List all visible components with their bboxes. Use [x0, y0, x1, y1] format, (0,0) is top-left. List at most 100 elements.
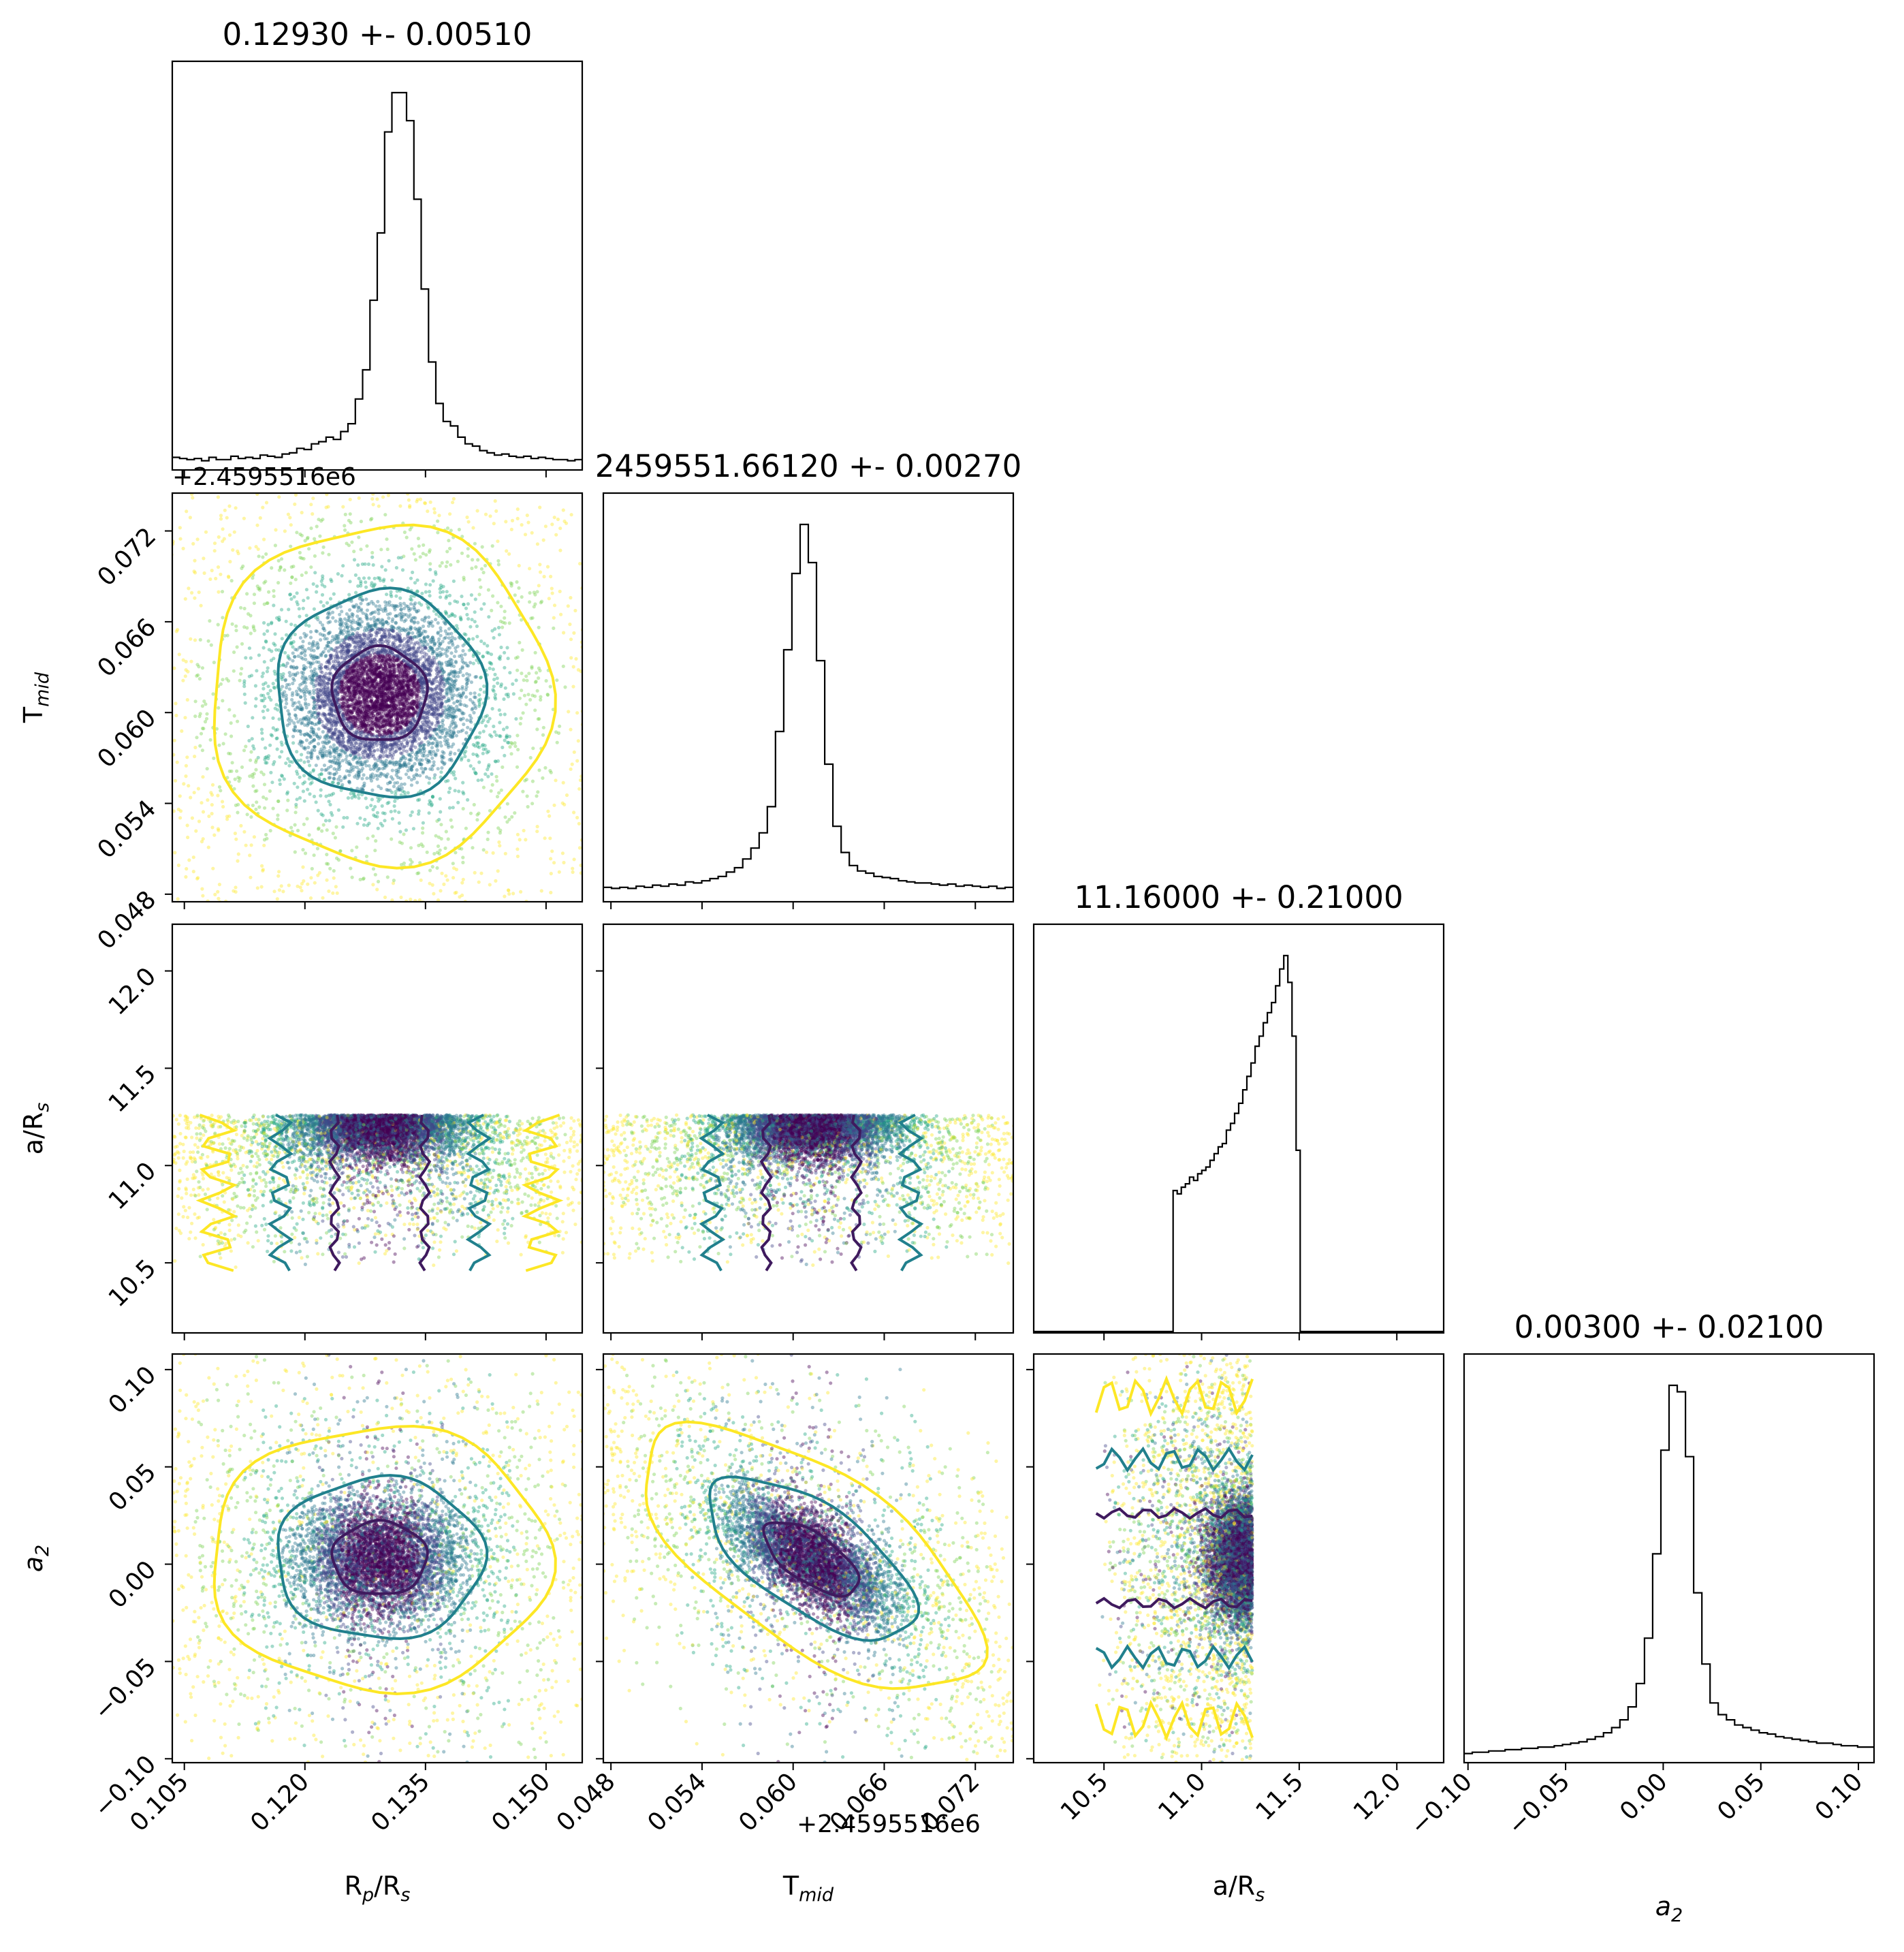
sample-point [264, 833, 268, 836]
sample-point [460, 710, 464, 714]
sample-point [454, 715, 458, 719]
sample-point [477, 704, 481, 708]
sample-point [515, 580, 518, 584]
sample-point [234, 394, 238, 398]
sample-point [433, 511, 437, 514]
sample-point [355, 614, 359, 618]
sample-point [189, 432, 193, 436]
sample-point [420, 766, 424, 770]
sample-point [212, 834, 216, 837]
sample-point [261, 738, 264, 741]
sample-point [421, 689, 424, 693]
sample-point [332, 593, 336, 596]
sample-point [473, 542, 477, 546]
panel-0-0: 0.12930 +- 0.00510 [172, 16, 582, 477]
sample-point [121, 716, 125, 719]
sample-point [400, 783, 403, 786]
sample-point [304, 635, 307, 638]
sample-point [492, 667, 495, 671]
sample-point [447, 627, 451, 631]
sample-point [200, 604, 203, 608]
sample-point [319, 772, 323, 776]
sample-point [197, 971, 200, 974]
sample-point [721, 754, 725, 757]
sample-point [348, 580, 351, 583]
sample-point [418, 1102, 422, 1105]
sample-point [248, 546, 251, 550]
sample-point [347, 593, 351, 597]
sample-point [491, 966, 494, 969]
sample-point [488, 473, 492, 477]
sample-point [339, 456, 343, 459]
sample-point [488, 717, 492, 721]
sample-point [246, 1025, 249, 1028]
sample-point [177, 864, 180, 867]
sample-point [198, 744, 202, 748]
sample-point [656, 637, 660, 641]
sample-point [538, 505, 541, 509]
sample-point [454, 650, 458, 653]
sample-point [632, 535, 635, 539]
sample-point [293, 782, 296, 785]
sample-point [483, 642, 486, 645]
sample-point [251, 737, 254, 740]
sample-point [746, 637, 750, 641]
sample-point [409, 577, 413, 580]
sample-point [245, 592, 249, 595]
sample-point [353, 558, 356, 561]
sample-point [217, 495, 220, 499]
sample-point [138, 415, 142, 419]
sample-point [272, 595, 276, 598]
sample-point [449, 940, 453, 943]
sample-point [377, 505, 381, 508]
sample-point [405, 489, 409, 492]
sample-point [477, 761, 481, 764]
sample-point [554, 533, 558, 537]
sample-point [439, 741, 442, 744]
sample-point [482, 848, 486, 851]
sample-point [356, 1055, 360, 1058]
sample-point [431, 865, 434, 868]
sample-point [442, 883, 445, 886]
sample-point [417, 737, 421, 740]
sample-point [263, 705, 266, 708]
sample-point [577, 787, 581, 791]
sample-point [391, 769, 394, 772]
sample-point [181, 679, 185, 682]
sample-point [474, 565, 477, 569]
sample-point [541, 482, 544, 485]
sample-point [596, 1052, 599, 1056]
sample-point [201, 666, 204, 670]
sample-point [448, 512, 451, 516]
sample-point [571, 870, 575, 874]
sample-point [416, 621, 419, 625]
sample-point [635, 714, 638, 718]
sample-point [706, 713, 710, 717]
sample-point [614, 562, 618, 565]
sample-point [456, 1022, 460, 1026]
sample-point [341, 759, 345, 762]
sample-point [422, 544, 425, 547]
sample-point [28, 281, 31, 285]
sample-point [515, 678, 518, 682]
sample-point [519, 722, 522, 725]
sample-point [323, 963, 327, 966]
sample-point [524, 703, 528, 706]
sample-point [136, 567, 140, 571]
sample-point [54, 569, 57, 572]
sample-point [407, 605, 410, 608]
sample-point [384, 910, 387, 913]
sample-point [193, 746, 197, 749]
sample-point [386, 875, 390, 879]
sample-point [499, 713, 503, 717]
sample-point [594, 740, 598, 744]
sample-point [249, 955, 253, 958]
sample-point [163, 537, 167, 540]
sample-point [272, 890, 276, 893]
sample-point [533, 708, 537, 712]
sample-point [591, 679, 594, 682]
sample-point [577, 739, 580, 742]
sample-point [341, 505, 345, 509]
sample-point [130, 778, 133, 781]
